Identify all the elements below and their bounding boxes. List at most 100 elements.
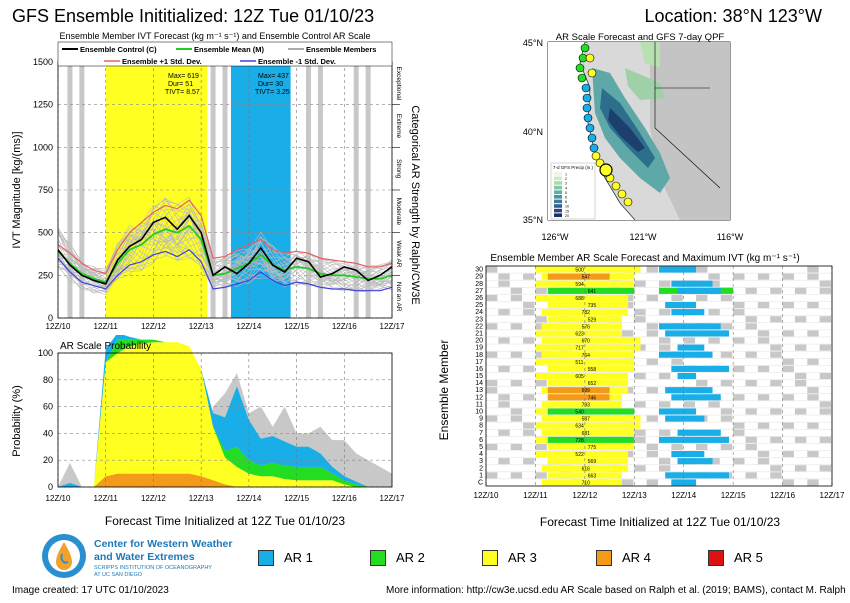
ar-location-dot [591, 151, 601, 161]
no-ar-cell [523, 365, 535, 372]
ar4-swatch [596, 550, 612, 566]
no-ar-cell [646, 451, 658, 458]
no-ar-cell [757, 273, 770, 280]
ar3-cell-block [541, 337, 641, 344]
member-row-label: 11 [476, 401, 483, 408]
no-ar-cell [523, 301, 535, 309]
no-ar-cell [486, 323, 498, 330]
member-max-ivt-label: 616 [582, 466, 591, 472]
member-max-ivt-label: 717 [575, 346, 584, 352]
no-ar-cell [510, 287, 523, 294]
member-max-ivt-label: 587 [582, 417, 591, 423]
no-ar-cell [745, 323, 757, 330]
no-ar-cell [794, 372, 807, 380]
category-label: Not an AR [395, 282, 402, 312]
no-ar-cell [634, 436, 646, 443]
member-max-ivt-label: 623 [575, 331, 584, 337]
no-ar-cell [498, 365, 510, 372]
member-row-label: 21 [475, 330, 483, 337]
member-max-ivt-label: 663 [588, 473, 597, 479]
no-ar-cell [733, 273, 745, 280]
prob-x-tick-label: 12Z/17 [380, 494, 405, 503]
ar1-dur: Dur= 30 [258, 81, 283, 88]
no-ar-column [210, 62, 216, 318]
ivt-x-tick-label: 12Z/17 [380, 322, 405, 330]
no-ar-cell [683, 401, 696, 408]
ar-location-dot [585, 123, 595, 133]
ar3-cell-block [535, 422, 641, 429]
main-title: GFS Ensemble Inititialized: 12Z Tue 01/1… [12, 6, 375, 26]
no-ar-cell [708, 458, 720, 465]
ar-location-dot [617, 189, 627, 199]
prob-x-tick-label: 12Z/11 [94, 494, 119, 503]
no-ar-cell [671, 294, 683, 301]
ar4-probability-area [58, 473, 392, 487]
ivt-y-tick-label: 1500 [33, 57, 53, 67]
no-ar-cell [819, 408, 831, 415]
member-max-ivt-label: 605 [575, 374, 584, 380]
no-ar-cell [498, 401, 510, 408]
no-ar-cell [535, 323, 547, 330]
ar3-cell-block [535, 451, 629, 458]
ivt-y-tick-label: 0 [48, 313, 53, 323]
ar3-cell-block [535, 266, 641, 273]
qpf-legend-swatch [554, 190, 562, 194]
legend-members: Ensemble Members [306, 45, 376, 54]
no-ar-cell [535, 316, 547, 323]
member-max-ivt-label: 746 [588, 395, 597, 401]
ar3-cell-block [535, 358, 635, 365]
no-ar-cell [733, 429, 745, 436]
no-ar-cell [634, 401, 646, 408]
member-row-label: 18 [475, 352, 483, 359]
no-ar-cell [745, 472, 757, 479]
no-ar-cell [745, 380, 757, 387]
no-ar-cell [733, 458, 745, 465]
qpf-legend-value: 10 [565, 205, 569, 209]
no-ar-cell [498, 280, 510, 287]
ar1-cell-block [671, 280, 713, 287]
map-title: AR Scale Forecast and GFS 7-day QPF [556, 32, 725, 43]
member-row-label: 22 [475, 323, 483, 330]
ivt-x-tick-label: 12Z/13 [189, 322, 214, 330]
no-ar-cell [659, 344, 671, 351]
no-ar-cell [807, 273, 819, 280]
no-ar-cell [720, 351, 733, 358]
no-ar-cell [720, 408, 733, 415]
no-ar-cell [535, 351, 547, 358]
member-row-label: 4 [479, 451, 483, 458]
no-ar-cell [745, 351, 757, 358]
member-row-label: C [478, 480, 483, 487]
member-row-label: 3 [479, 458, 483, 465]
no-ar-cell [733, 309, 745, 316]
grid-x-tick-label: 12Z/11 [523, 491, 548, 500]
ar3-cell-block [535, 344, 641, 351]
ar5-label: AR 5 [734, 550, 763, 565]
ar1-cell-block [677, 429, 721, 436]
no-ar-cell [782, 365, 794, 372]
no-ar-cell [535, 443, 547, 451]
ar4-cell-block [547, 387, 610, 394]
member-max-ivt-label: 634 [575, 424, 584, 430]
ivt-y-tick-label: 1000 [33, 142, 53, 152]
ar-location-dot [582, 93, 592, 103]
ensemble-member-line [57, 224, 393, 292]
lon-121: 121°W [629, 232, 657, 242]
prob-y-tick-label: 20 [43, 455, 53, 465]
no-ar-cell [646, 266, 658, 273]
ar1-cell-block [665, 387, 713, 394]
ar-location-dot [577, 73, 587, 83]
member-row-label: 14 [475, 380, 483, 387]
member-max-ivt-label: 688 [575, 296, 584, 302]
member-max-ivt-label: 500 [575, 268, 584, 274]
ar3-cell-block [541, 323, 622, 330]
ivt-y-tick-label: 1250 [33, 100, 53, 110]
ar4-cell-block [547, 394, 610, 401]
no-ar-cell [646, 330, 658, 337]
member-max-ivt-label: 728 [575, 438, 584, 444]
no-ar-cell [659, 465, 671, 472]
no-ar-cell [794, 436, 807, 443]
ar1-swatch [258, 550, 274, 566]
member-row-label: 10 [475, 409, 483, 416]
prob-x-tick-label: 12Z/15 [284, 494, 309, 503]
no-ar-column [79, 62, 85, 318]
